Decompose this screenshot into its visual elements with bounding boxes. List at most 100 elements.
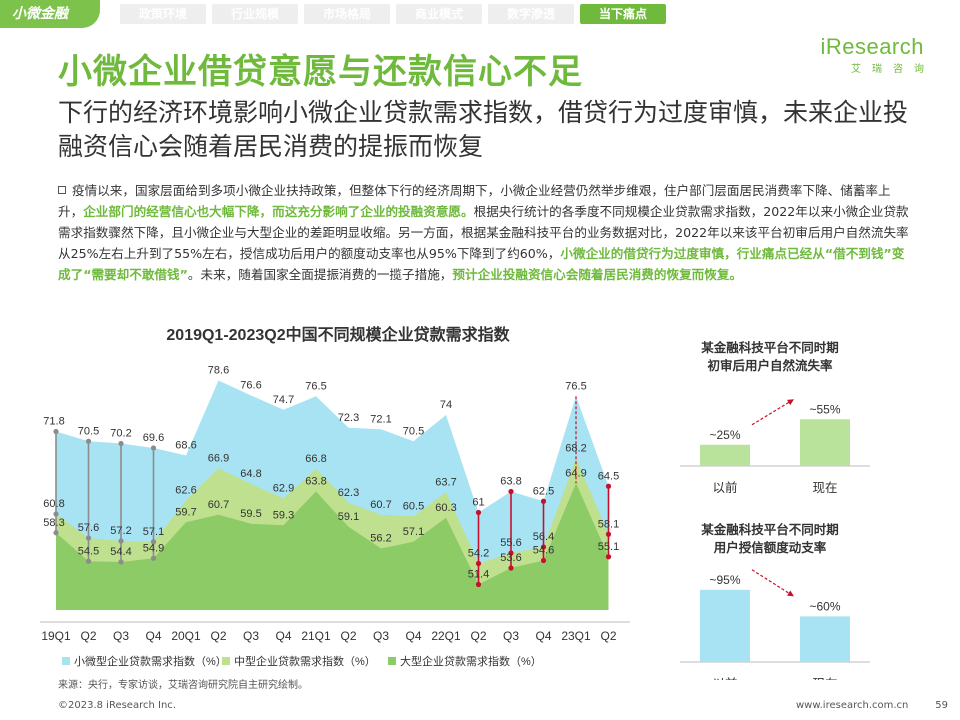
data-label-s0-2: 70.2	[110, 428, 131, 440]
gray-connector-dot-3-2	[150, 555, 157, 561]
legend-label-0: 小微型企业贷款需求指数（%）	[74, 654, 227, 668]
bullet-square-icon	[58, 186, 66, 194]
data-label-s1-17: 58.1	[598, 518, 619, 530]
red-connector-dot-13-1	[475, 560, 482, 567]
side-chart-0-bar-0	[700, 444, 750, 466]
data-label-s0-16: 76.5	[565, 380, 586, 392]
body-highlight-5: 预计企业投融资信心会随着居民消费的恢复而恢复。	[452, 267, 743, 282]
side-chart-1-bar-1	[800, 616, 850, 662]
area-series-2	[56, 483, 609, 610]
data-label-s0-14: 63.8	[500, 476, 521, 488]
chart-title: 2019Q1-2023Q2中国不同规模企业贷款需求指数	[166, 325, 510, 344]
page-number: 59	[935, 700, 948, 711]
side-chart-1-title-line-0: 某金融科技平台不同时期	[701, 522, 839, 537]
red-connector-dot-17-0	[605, 483, 612, 489]
x-tick-5: Q2	[210, 629, 226, 643]
red-connector-dot-14-0	[508, 488, 514, 495]
data-label-s2-12: 60.3	[435, 502, 456, 514]
data-label-s0-17: 64.5	[598, 470, 619, 482]
data-label-s2-1: 54.5	[78, 545, 99, 557]
data-label-s1-10: 60.7	[370, 499, 391, 511]
data-label-s0-7: 74.7	[273, 394, 294, 406]
body-highlight-1: 企业部门的经营信心也大幅下降，而这充分影响了企业的投融资意愿。	[83, 204, 474, 219]
tab-market[interactable]: 市场格局	[304, 4, 390, 24]
x-tick-17: Q2	[600, 629, 616, 643]
x-tick-13: Q2	[470, 629, 486, 643]
gray-connector-dot-1-1	[85, 535, 92, 541]
data-label-s0-6: 76.6	[240, 380, 261, 392]
side-chart-1-value-0: ~95%	[709, 573, 740, 587]
data-label-s0-0: 71.8	[43, 416, 64, 428]
red-connector-dot-15-0	[540, 498, 547, 504]
x-tick-7: Q4	[275, 629, 291, 643]
data-label-s2-0: 58.3	[43, 517, 64, 529]
tab-digital[interactable]: 数字渗透	[488, 4, 574, 24]
data-label-s2-9: 59.1	[338, 511, 359, 523]
data-label-s1-9: 62.3	[338, 487, 359, 499]
data-label-s0-5: 78.6	[208, 365, 229, 377]
legend-label-1: 中型企业贷款需求指数（%）	[234, 654, 376, 668]
red-connector-dot-13-2	[475, 581, 482, 588]
data-label-s2-16: 64.9	[565, 467, 586, 479]
iresearch-logo: iResearch 艾瑞咨询	[820, 34, 924, 75]
area-layers	[56, 380, 609, 610]
side-chart-0-category-0: 以前	[712, 480, 737, 495]
data-label-s1-7: 62.9	[273, 482, 294, 494]
data-label-s2-8: 63.8	[305, 476, 326, 488]
body-seg-0: 疫情以来，国家层面给到多项小微企业扶持政策，但整体下行的经济周期下，小微企业经营…	[58, 183, 891, 219]
data-label-s1-13: 54.2	[468, 548, 489, 560]
x-tick-9: Q2	[340, 629, 356, 643]
data-label-s1-12: 63.7	[435, 476, 456, 488]
side-chart-0-title-line-1: 初审后用户自然流失率	[707, 358, 833, 373]
side-chart-1-category-1: 现在	[812, 677, 837, 680]
data-label-s2-14: 53.6	[500, 552, 521, 564]
red-connector-dot-14-2	[508, 565, 514, 571]
site-url: www.iresearch.com.cn	[796, 700, 909, 711]
data-label-s2-17: 55.1	[598, 541, 619, 553]
data-label-s2-4: 59.7	[175, 506, 196, 518]
gray-connector-dot-0-0	[53, 428, 59, 435]
x-tick-6: Q3	[243, 629, 259, 643]
x-tick-1: Q2	[80, 629, 96, 643]
data-label-s1-2: 57.2	[110, 525, 131, 537]
gray-connector-dot-2-1	[118, 538, 124, 544]
data-label-s1-3: 57.1	[143, 526, 164, 538]
gray-connector-dot-3-0	[150, 445, 157, 451]
side-chart-0-trend-arrow	[751, 398, 795, 426]
body-highlight-3: 小微企业的借贷行为过度审慎，行业痛点已经从“借不到钱”变成了“需要却不敢借钱”	[58, 246, 905, 282]
side-chart-0-category-1: 现在	[812, 481, 837, 495]
data-label-s1-11: 60.5	[403, 500, 424, 512]
data-label-s1-1: 57.6	[78, 522, 99, 534]
data-label-s1-16: 68.2	[565, 443, 586, 455]
tab-policy[interactable]: 政策环境	[120, 4, 206, 24]
data-label-s0-8: 76.5	[305, 380, 326, 392]
x-tick-2: Q3	[113, 629, 129, 643]
x-tick-labels: 19Q1 Q2 Q3 Q4 20Q1 Q2 Q3 Q4 21Q1 Q2 Q3 Q4 22Q1 Q2 Q3 Q4…	[41, 629, 617, 643]
gray-connector-dot-2-0	[118, 440, 124, 447]
side-chart-1-arrow-head-icon	[787, 590, 794, 597]
tab-pain-points[interactable]: 当下痛点	[580, 4, 666, 24]
copyright: ©2023.8 iResearch Inc.	[58, 700, 176, 711]
body-paragraph: 疫情以来，国家层面给到多项小微企业扶持政策，但整体下行的经济周期下，小微企业经营…	[58, 180, 914, 285]
legend-swatch-2	[388, 657, 396, 665]
legend-swatch-1	[222, 657, 230, 665]
red-connector-dot-15-1	[540, 544, 547, 550]
data-label-s0-15: 62.5	[533, 485, 554, 497]
loan-demand-index-chart: 2019Q1-2023Q2中国不同规模企业贷款需求指数 71.8 70.5 70.2 6…	[40, 325, 630, 668]
gray-connector-dot-2-2	[118, 559, 124, 565]
tab-scale[interactable]: 行业规模	[212, 4, 298, 24]
red-connector-dot-17-1	[605, 531, 612, 537]
data-label-s0-3: 69.6	[143, 432, 164, 444]
side-chart-1-value-1: ~60%	[809, 599, 840, 613]
data-label-s2-15: 54.6	[533, 545, 554, 557]
data-label-s2-2: 54.4	[110, 546, 131, 558]
side-chart-0-value-1: ~55%	[809, 402, 840, 416]
red-connector-dot-13-0	[475, 509, 482, 516]
gray-connector-dot-0-2	[53, 530, 59, 536]
tab-business-model[interactable]: 商业模式	[396, 4, 482, 24]
x-tick-4: 20Q1	[171, 629, 201, 643]
data-label-s2-11: 57.1	[403, 526, 424, 538]
data-label-s2-7: 59.3	[273, 509, 294, 521]
